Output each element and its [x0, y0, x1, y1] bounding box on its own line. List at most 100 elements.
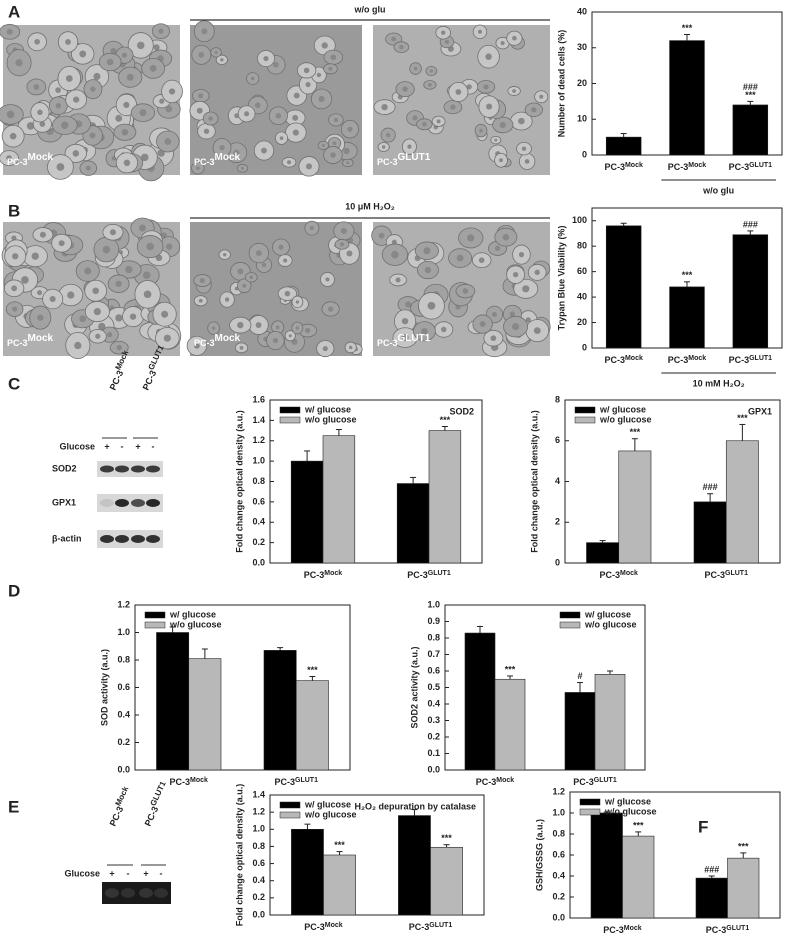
nucleus [109, 229, 116, 236]
nucleus [165, 105, 173, 113]
x-tick-label-sup: Mock [625, 162, 643, 169]
nucleus [402, 86, 408, 92]
nucleus [325, 277, 330, 282]
significance-label: *** [307, 665, 318, 675]
nucleus [6, 155, 12, 161]
error-bar [411, 809, 418, 816]
nucleus [521, 146, 527, 151]
nucleus [149, 64, 157, 72]
legend-swatch [574, 406, 596, 414]
nucleus [95, 333, 101, 339]
x-tick-label-sup: Mock [324, 570, 342, 577]
bar [732, 234, 769, 349]
nucleus [73, 96, 80, 103]
y-tick-label: 0.7 [427, 649, 440, 659]
nucleus [222, 252, 227, 257]
nucleus [12, 306, 18, 312]
nucleus [486, 103, 493, 110]
nucleus [479, 128, 483, 133]
y-tick-label: 1.2 [252, 807, 265, 817]
nucleus [198, 93, 204, 99]
bar [564, 692, 596, 771]
nucleus [61, 121, 69, 129]
y-tick-label: 0.3 [427, 715, 440, 725]
x-tick-label: PC-3Mock [668, 355, 707, 366]
legend-label: w/ glucose [304, 799, 351, 809]
y-tick-label: 1.4 [252, 789, 265, 799]
nucleus [401, 317, 409, 325]
nucleus [39, 231, 46, 238]
nucleus [429, 69, 434, 73]
y-tick-label: 1.0 [252, 456, 265, 466]
legend-label: w/ glucose [304, 404, 351, 414]
significance-label: *** [738, 841, 749, 851]
image-label-sup: GLUT1 [398, 152, 431, 163]
panel-letter: E [8, 797, 19, 816]
nucleus [333, 117, 339, 123]
nucleus [84, 267, 92, 275]
error-bar [607, 670, 613, 675]
x-tick-label-sup: GLUT1 [726, 925, 749, 932]
nucleus [292, 129, 299, 136]
nucleus [203, 128, 210, 134]
bar [428, 430, 462, 564]
nucleus [424, 266, 432, 274]
nucleus [413, 66, 418, 71]
nucleus [198, 298, 203, 303]
bar [594, 673, 626, 771]
bar [291, 828, 324, 916]
nucleus [422, 121, 427, 127]
legend-label: w/o glucose [599, 414, 652, 424]
nucleus [129, 313, 137, 320]
y-tick-label: 20 [577, 78, 587, 88]
nucleus [421, 327, 428, 335]
y-tick-label: 6 [555, 435, 560, 445]
error-bar [201, 648, 208, 659]
image-label-base: PC-3 [377, 157, 398, 167]
nucleus [524, 159, 530, 164]
nucleus [293, 92, 300, 99]
lane-label-sup: GLUT1 [149, 779, 168, 807]
x-tick-label: PC-3Mock [304, 570, 343, 581]
nucleus [220, 58, 224, 62]
nucleus [143, 290, 152, 299]
nucleus [26, 122, 35, 130]
x-tick-label: PC-3Mock [304, 922, 343, 933]
bar [398, 815, 431, 916]
x-tick-label: PC-3GLUT1 [409, 922, 453, 933]
x-tick-label-sup: Mock [624, 925, 642, 932]
nucleus [237, 321, 244, 329]
nucleus [275, 113, 282, 119]
nucleus [328, 306, 334, 312]
significance-label: *** [630, 427, 641, 437]
nucleus [346, 161, 350, 165]
error-bar [304, 450, 311, 462]
nucleus [509, 311, 516, 317]
nucleus [163, 334, 171, 342]
legend-label: w/o glucose [584, 619, 637, 629]
image-header: 10 μM H₂O₂ [345, 201, 395, 211]
error-bar [169, 626, 176, 633]
nucleus [39, 121, 46, 127]
y-axis-label: SOD activity (a.u.) [99, 649, 109, 726]
legend-swatch [559, 621, 581, 629]
legend-swatch [279, 811, 301, 819]
nucleus [316, 72, 322, 78]
nucleus [391, 36, 397, 42]
panel-letter: A [8, 2, 20, 21]
nucleus [494, 138, 498, 142]
nucleus [275, 325, 280, 330]
panel-letter: F [698, 817, 708, 836]
nucleus [161, 310, 169, 318]
error-bar [336, 851, 343, 855]
nucleus [385, 132, 391, 138]
x-tick-label-base: PC-3 [729, 355, 750, 365]
significance-label: ### [743, 219, 758, 229]
group-label: w/o glu [702, 185, 734, 195]
nucleus [166, 243, 173, 250]
x-tick-label: PC-3Mock [476, 777, 515, 788]
nucleus [278, 244, 284, 250]
sign: - [121, 441, 124, 451]
group-label: 10 mM H₂O₂ [693, 378, 745, 388]
